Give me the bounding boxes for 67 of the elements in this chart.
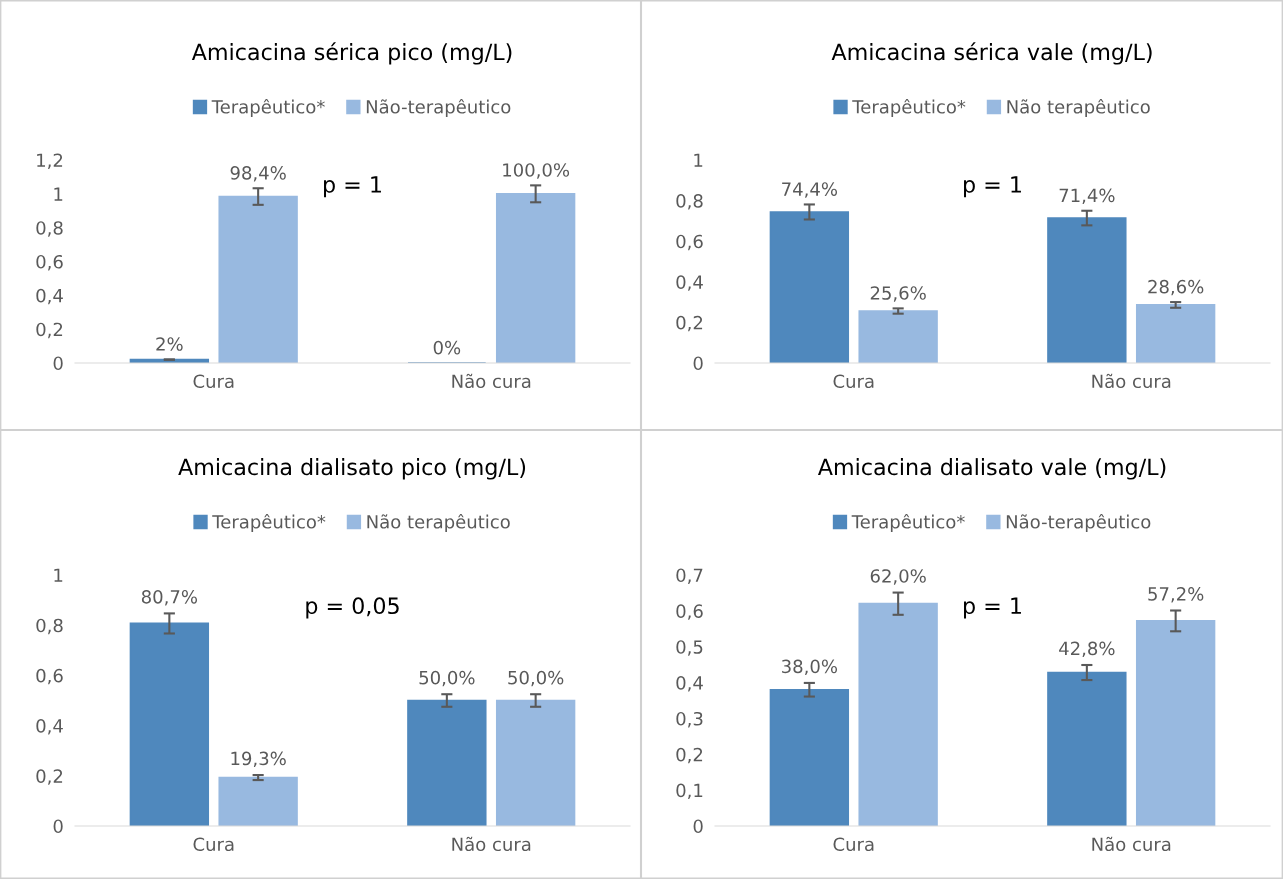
legend-label: Não terapêutico xyxy=(1007,98,1150,118)
legend-label: Terapêutico* xyxy=(851,513,965,533)
x-tick-label: Cura xyxy=(193,374,234,389)
legend-label: Terapêutico* xyxy=(852,98,966,118)
y-tick-label: 0,8 xyxy=(676,194,703,210)
x-tick-label: Cura xyxy=(833,374,874,389)
x-tick-label: Cura xyxy=(833,837,874,852)
legend-label: Não terapêutico xyxy=(367,513,510,533)
data-label: 38,0% xyxy=(782,659,838,675)
data-label: 62,0% xyxy=(870,569,926,585)
y-tick-label: 0,6 xyxy=(676,604,703,620)
y-tick-label: 0,3 xyxy=(676,711,703,728)
annotation: p = 0,05 xyxy=(306,597,399,619)
chart-title: Amicacina sérica pico (mg/L) xyxy=(191,42,512,65)
data-label: 57,2% xyxy=(1148,587,1204,603)
data-label: 80,7% xyxy=(141,589,198,606)
y-tick-label: 1 xyxy=(694,153,703,167)
data-label: 74,4% xyxy=(782,182,838,198)
data-label: 98,4% xyxy=(230,166,286,182)
y-tick-label: 1 xyxy=(54,568,63,582)
y-tick-label: 0,2 xyxy=(676,315,703,332)
data-label: 2% xyxy=(156,337,183,351)
y-tick-label: 0,4 xyxy=(676,676,703,692)
y-tick-label: 0,6 xyxy=(676,234,703,251)
y-tick-label: 0 xyxy=(693,356,703,371)
data-label: 19,3% xyxy=(231,751,286,768)
chart-title: Amicacina dialisato vale (mg/L) xyxy=(817,458,1166,480)
y-tick-label: 0,6 xyxy=(36,254,63,271)
chart-title: Amicacina dialisato pico (mg/L) xyxy=(178,458,526,480)
y-tick-label: 0 xyxy=(53,819,63,834)
y-tick-label: 0,2 xyxy=(676,747,703,764)
annotation: p = 1 xyxy=(324,176,381,198)
x-tick-label: Não cura xyxy=(1092,373,1171,389)
y-tick-label: 0,1 xyxy=(676,783,703,800)
annotation: p = 1 xyxy=(964,597,1021,619)
y-tick-label: 0,5 xyxy=(676,640,703,656)
data-label: 28,6% xyxy=(1148,279,1204,296)
y-tick-label: 0,2 xyxy=(36,769,63,785)
data-label: 50,0% xyxy=(419,670,475,687)
y-tick-label: 0 xyxy=(693,819,703,834)
y-tick-label: 1 xyxy=(54,187,63,201)
data-label: 100,0% xyxy=(503,163,570,179)
chart-title: Amicacina sérica vale (mg/L) xyxy=(831,42,1152,65)
y-tick-label: 0,8 xyxy=(36,221,63,237)
x-tick-label: Cura xyxy=(193,837,234,852)
legend-label: Não-terapêutico xyxy=(366,98,511,118)
y-tick-label: 0,4 xyxy=(36,719,63,735)
y-tick-label: 0,6 xyxy=(36,668,63,685)
y-tick-label: 1,2 xyxy=(37,153,63,169)
y-tick-label: 0,4 xyxy=(36,288,63,305)
data-label: 42,8% xyxy=(1059,641,1115,658)
x-tick-label: Não cura xyxy=(452,836,531,852)
y-tick-label: 0,7 xyxy=(676,568,703,584)
legend-label: Terapêutico* xyxy=(212,513,326,533)
data-label: 25,6% xyxy=(870,286,926,302)
legend-label: Não-terapêutico xyxy=(1006,513,1151,533)
x-tick-label: Não cura xyxy=(452,373,531,389)
legend-label: Terapêutico* xyxy=(211,98,325,118)
annotation: p = 1 xyxy=(964,176,1021,198)
y-tick-label: 0,2 xyxy=(36,322,63,339)
data-label: 71,4% xyxy=(1059,188,1115,205)
x-tick-label: Não cura xyxy=(1092,836,1171,852)
y-tick-label: 0,8 xyxy=(36,618,63,635)
y-tick-label: 0,4 xyxy=(676,275,703,291)
data-label: 50,0% xyxy=(508,670,564,687)
data-label: 0% xyxy=(433,340,461,355)
y-tick-label: 0 xyxy=(53,356,63,371)
